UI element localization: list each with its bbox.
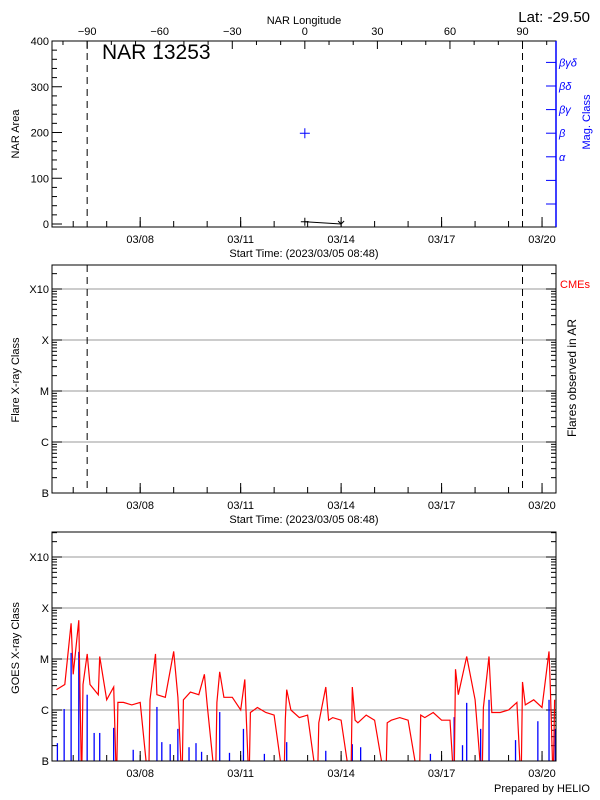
- x-tick-label: 03/14: [327, 500, 355, 512]
- y-tick-label: 0: [43, 219, 49, 231]
- x-tick-label: 03/08: [126, 234, 154, 246]
- latitude-label: Lat: -29.50: [518, 9, 590, 26]
- top-axis-tick-label: 60: [444, 26, 456, 38]
- goes-long-channel-line: [56, 620, 556, 761]
- plot-frame: [51, 264, 557, 494]
- panel2-right-label: Flares observed in AR: [565, 319, 579, 437]
- mag-class-label: βγ: [558, 105, 572, 117]
- y-tick-label: M: [40, 386, 49, 398]
- mag-class-label: βδ: [558, 81, 572, 93]
- x-tick-label: 03/17: [428, 768, 456, 780]
- y-tick-label: B: [42, 488, 49, 500]
- x-tick-label: 03/20: [528, 768, 556, 780]
- x-tick-label: 03/11: [227, 234, 254, 246]
- mag-class-axis-label: Mag. Class: [581, 94, 593, 150]
- y-tick-label: 100: [31, 173, 49, 185]
- region-title: NAR 13253: [102, 41, 211, 64]
- top-axis-tick-label: −30: [223, 26, 242, 38]
- y-tick-label: 400: [31, 36, 49, 48]
- goes-data-layer: [56, 620, 556, 761]
- top-axis-tick-label: 30: [371, 26, 383, 38]
- cme-legend: CMEs: [560, 279, 590, 291]
- x-tick-label: 03/08: [126, 768, 154, 780]
- area-data-point: [300, 217, 309, 226]
- top-axis-tick-label: −90: [78, 26, 97, 38]
- y-tick-label: X: [42, 335, 50, 347]
- plot-frame: [51, 531, 557, 762]
- plot-frame: [51, 40, 557, 228]
- mag-class-data-point: [299, 128, 310, 139]
- top-axis-tick-label: −60: [150, 26, 169, 38]
- flare-class-panel: B C M X X10 03/08 03/11 03/14 03/17 03/20: [29, 264, 557, 512]
- y-tick-label: M: [40, 654, 49, 666]
- x-tick-label: 03/08: [126, 500, 154, 512]
- panel2-xlabel: Start Time: (2023/03/05 08:48): [229, 514, 378, 526]
- panel3-ylabel: GOES X-ray Class: [10, 602, 22, 694]
- panel1-ylabel: NAR Area: [10, 109, 22, 159]
- y-tick-label: X10: [29, 284, 49, 296]
- credit-label: Prepared by HELIO: [494, 783, 590, 795]
- y-tick-label: 200: [31, 128, 49, 140]
- y-tick-label: X: [42, 603, 50, 615]
- x-tick-label: 03/11: [227, 768, 254, 780]
- y-tick-label: C: [41, 705, 49, 717]
- y-tick-label: C: [41, 437, 49, 449]
- y-tick-label: B: [42, 756, 49, 768]
- x-tick-label: 03/14: [327, 768, 355, 780]
- x-tick-label: 03/11: [227, 500, 254, 512]
- panel2-ylabel: Flare X-ray Class: [10, 337, 22, 422]
- panel1-xlabel: Start Time: (2023/03/05 08:48): [229, 248, 378, 260]
- x-tick-label: 03/20: [528, 500, 556, 512]
- mag-class-label: βγδ: [558, 57, 578, 69]
- x-tick-label: 03/20: [528, 234, 556, 246]
- top-axis-label: NAR Longitude: [267, 15, 342, 27]
- area-series-line: [304, 221, 342, 225]
- area-data-point: [337, 220, 345, 225]
- x-tick-label: 03/17: [428, 234, 456, 246]
- top-axis-tick-label: 90: [516, 26, 528, 38]
- mag-class-label: β: [558, 128, 566, 140]
- goes-xray-panel: B C M X X10 03/08 03/11 03/14 03/17 03/20: [29, 531, 557, 780]
- x-tick-label: 03/14: [327, 234, 355, 246]
- y-tick-label: 300: [31, 82, 49, 94]
- x-tick-label: 03/17: [428, 500, 456, 512]
- y-tick-label: X10: [29, 552, 49, 564]
- mag-class-label: α: [559, 152, 566, 164]
- top-axis-tick-label: 0: [302, 26, 308, 38]
- nar-area-panel: 03/08 03/11 03/14 03/17 03/200100200300400−9…: [31, 26, 578, 246]
- plot-frame-overlay: [51, 531, 557, 762]
